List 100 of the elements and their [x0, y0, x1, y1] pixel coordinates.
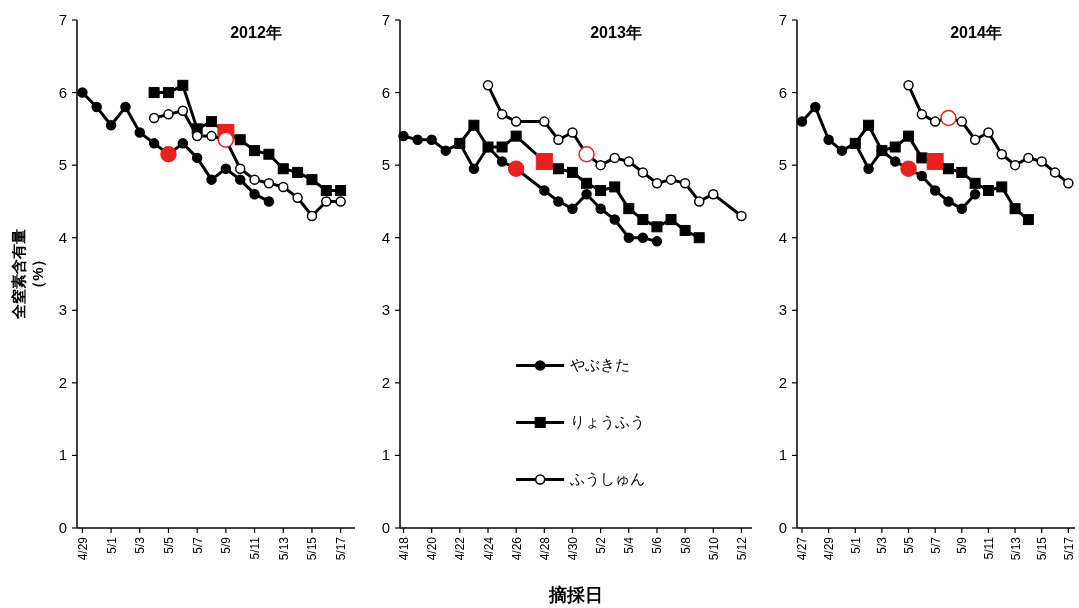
- legend-label: ふうしゅん: [569, 470, 646, 488]
- y-tick-label: 4: [381, 228, 390, 246]
- point: [903, 130, 915, 142]
- y-tick-label: 1: [381, 446, 390, 464]
- y-tick-label: 6: [58, 83, 67, 101]
- point: [249, 145, 261, 157]
- y-tick-label: 0: [381, 519, 390, 536]
- point: [969, 134, 981, 145]
- x-tick-label: 4/29: [75, 536, 90, 561]
- point: [77, 87, 88, 98]
- point: [889, 156, 901, 167]
- point: [306, 174, 318, 186]
- point: [581, 177, 593, 189]
- legend-label: やぶきた: [570, 356, 631, 374]
- y-tick-label: 3: [58, 301, 67, 319]
- y-tick-label: 5: [778, 156, 787, 174]
- x-axis-title: 摘採日: [548, 585, 603, 605]
- point: [823, 134, 834, 145]
- x-tick-label: 4/18: [397, 536, 412, 561]
- point: [595, 185, 607, 197]
- point: [929, 116, 941, 127]
- point: [810, 101, 821, 113]
- point: [163, 109, 174, 120]
- point: [263, 178, 275, 189]
- point: [665, 214, 677, 226]
- x-tick-label: 5/7: [928, 536, 943, 554]
- y-tick-label: 1: [58, 446, 67, 464]
- x-tick-label: 5/15: [1035, 536, 1050, 561]
- y-tick-label: 1: [778, 446, 787, 464]
- point: [468, 119, 480, 131]
- x-tick-label: 5/13: [276, 536, 291, 561]
- point: [1022, 214, 1034, 226]
- point: [177, 79, 189, 91]
- point: [916, 170, 928, 182]
- point: [623, 203, 635, 215]
- point: [191, 130, 203, 142]
- x-tick-label: 5/6: [650, 536, 665, 554]
- y-tick-label: 7: [58, 11, 67, 28]
- point: [796, 116, 808, 127]
- x-tick-label: 4/30: [565, 536, 580, 561]
- point: [929, 185, 941, 196]
- point: [263, 148, 275, 160]
- point: [609, 214, 620, 225]
- y-tick-label: 5: [58, 156, 67, 174]
- point: [651, 221, 663, 233]
- chart-title: 2012年: [230, 24, 282, 41]
- point: [148, 87, 160, 99]
- y-tick-label: 6: [381, 83, 390, 101]
- point: [440, 145, 452, 156]
- x-tick-label: 5/8: [678, 536, 693, 554]
- point: [552, 163, 564, 175]
- x-tick-label: 5/15: [305, 536, 320, 561]
- point: [863, 163, 874, 175]
- point: [969, 177, 981, 189]
- point: [496, 141, 508, 153]
- point: [693, 196, 705, 207]
- point: [320, 185, 332, 197]
- y-tick-label: 0: [58, 519, 67, 536]
- point: [996, 149, 1007, 160]
- y-tick-label: 5: [381, 156, 390, 174]
- point: [277, 163, 289, 175]
- point: [249, 174, 260, 185]
- point: [482, 80, 494, 91]
- point: [1036, 156, 1047, 167]
- point: [581, 188, 592, 200]
- point: [969, 188, 981, 200]
- point: [91, 101, 102, 113]
- x-tick-label: 5/17: [334, 536, 349, 561]
- x-tick-label: 4/22: [453, 536, 468, 561]
- point: [249, 188, 260, 200]
- point: [496, 109, 508, 120]
- y-tick-label: 4: [778, 228, 787, 246]
- x-tick-label: 4/20: [425, 536, 440, 561]
- point: [942, 163, 954, 175]
- x-tick-label: 5/3: [133, 536, 148, 554]
- point: [863, 119, 875, 131]
- y-axis-title: 全窒素含有量（%）: [10, 229, 46, 320]
- x-tick-label: 4/28: [537, 536, 552, 561]
- point: [916, 152, 928, 164]
- point: [278, 181, 289, 193]
- point: [234, 163, 246, 175]
- point: [1049, 167, 1061, 178]
- point: [736, 210, 747, 222]
- point: [234, 174, 246, 185]
- point: [335, 185, 347, 197]
- point: [982, 185, 994, 197]
- point: [956, 203, 968, 214]
- point: [120, 101, 131, 113]
- x-tick-label: 5/9: [219, 536, 234, 554]
- x-tick-label: 5/3: [875, 536, 890, 554]
- x-tick-label: 5/7: [190, 536, 205, 554]
- x-tick-label: 5/10: [706, 536, 721, 561]
- point: [206, 130, 217, 142]
- point: [609, 181, 621, 193]
- point: [665, 174, 677, 185]
- point: [553, 134, 564, 145]
- point: [177, 105, 189, 116]
- point: [1063, 178, 1074, 189]
- point: [263, 196, 275, 207]
- point: [335, 196, 346, 207]
